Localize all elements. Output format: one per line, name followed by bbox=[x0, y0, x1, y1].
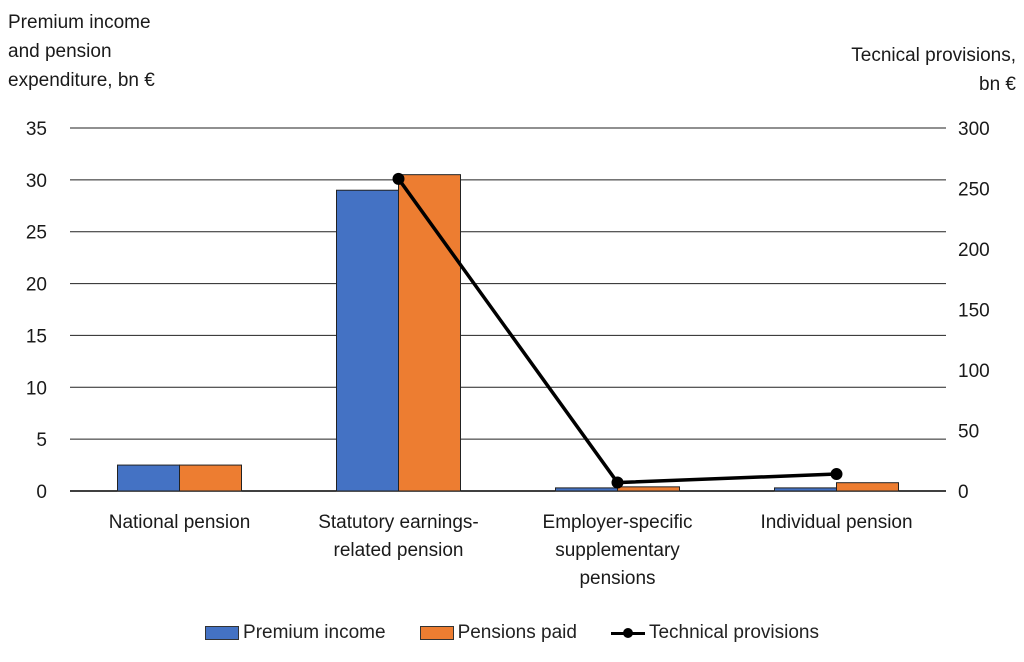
category-label-line: Individual pension bbox=[760, 512, 912, 533]
bar-premium-income bbox=[774, 487, 837, 492]
right-axis-tick-label: 200 bbox=[958, 240, 990, 261]
legend-item-technical-provisions: Technical provisions bbox=[610, 622, 819, 644]
category-label: Statutory earnings-related pension bbox=[318, 512, 479, 561]
bar-premium-income bbox=[555, 487, 618, 492]
bar-pensions-paid bbox=[836, 482, 899, 492]
right-axis-tick-label: 300 bbox=[958, 119, 990, 140]
category-label-line: pensions bbox=[579, 568, 655, 589]
legend-swatch-technical-provisions bbox=[610, 626, 645, 640]
right-axis-tick-label: 150 bbox=[958, 301, 990, 322]
bar-premium-income bbox=[336, 189, 399, 492]
category-label-line: Employer-specific bbox=[543, 512, 693, 533]
legend-swatch-premium-income bbox=[205, 626, 240, 640]
category-label: Employer-specific supplementary pensions bbox=[543, 512, 693, 589]
category-label-line: related pension bbox=[334, 540, 464, 561]
left-axis-tick-label: 10 bbox=[26, 378, 47, 399]
left-axis-tick-label: 5 bbox=[36, 430, 47, 451]
legend-label: Pensions paid bbox=[457, 622, 577, 643]
line-technical-provisions bbox=[397, 177, 837, 485]
bar-pensions-paid bbox=[179, 464, 242, 492]
category-label: National pension bbox=[109, 512, 251, 533]
legend-item-pensions-paid: Pensions paid bbox=[419, 622, 577, 644]
category-label: Individual pension bbox=[760, 512, 912, 533]
legend-label: Premium income bbox=[243, 622, 386, 643]
point-technical-provisions bbox=[830, 468, 843, 481]
right-axis-tick-label: 250 bbox=[958, 180, 990, 201]
left-axis-title-line: and pension bbox=[8, 41, 112, 62]
bar-pensions-paid bbox=[617, 486, 680, 492]
left-axis-tick-label: 20 bbox=[26, 275, 47, 296]
right-axis-title-line: Tecnical provisions, bbox=[851, 45, 1016, 66]
right-axis-tick-label: 0 bbox=[958, 482, 969, 503]
bar-premium-income bbox=[117, 464, 180, 492]
right-axis-tick-label: 50 bbox=[958, 422, 979, 443]
left-axis-title-line: Premium income bbox=[8, 12, 151, 33]
right-axis-title-line: bn € bbox=[979, 74, 1016, 95]
legend-swatch-pensions-paid bbox=[419, 626, 454, 640]
category-label-line: supplementary bbox=[555, 540, 680, 561]
left-axis-title: Premium income and pension expenditure, … bbox=[8, 8, 155, 95]
legend: Premium income Pensions paid Technical p… bbox=[0, 620, 1024, 646]
legend-label: Technical provisions bbox=[648, 622, 819, 643]
category-label-line: National pension bbox=[109, 512, 251, 533]
left-axis-tick-label: 25 bbox=[26, 223, 47, 244]
right-axis-title: Tecnical provisions, bn € bbox=[851, 41, 1016, 99]
point-technical-provisions bbox=[611, 476, 624, 489]
left-axis-title-line: expenditure, bn € bbox=[8, 70, 155, 91]
left-axis-tick-label: 0 bbox=[36, 482, 47, 503]
point-technical-provisions bbox=[392, 172, 405, 185]
left-axis-tick-label: 35 bbox=[26, 119, 47, 140]
right-axis-tick-label: 100 bbox=[958, 361, 990, 382]
bar-pensions-paid bbox=[398, 174, 461, 492]
left-axis-tick-label: 30 bbox=[26, 171, 47, 192]
legend-item-premium-income: Premium income bbox=[205, 622, 386, 644]
category-label-line: Statutory earnings- bbox=[318, 512, 479, 533]
left-axis-tick-label: 15 bbox=[26, 326, 47, 347]
